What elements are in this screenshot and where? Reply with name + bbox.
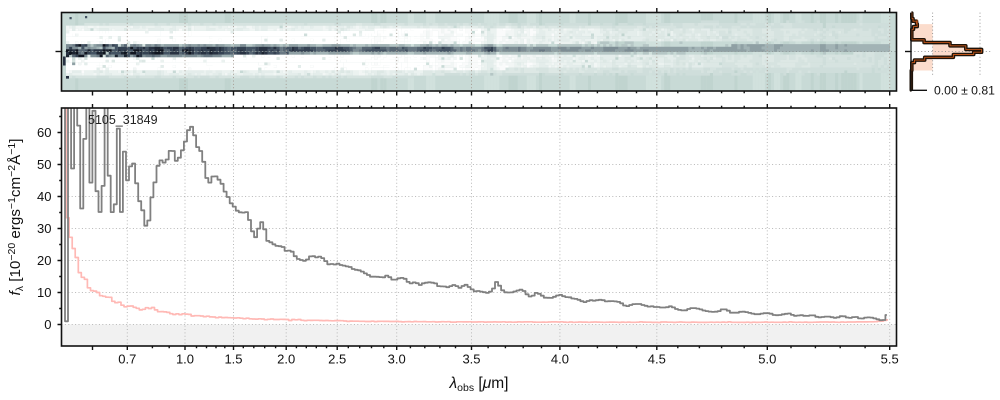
svg-text:5.5: 5.5 — [881, 352, 899, 367]
svg-text:1.0: 1.0 — [176, 352, 194, 367]
svg-text:30: 30 — [37, 221, 51, 236]
svg-text:0.00 ± 0.81: 0.00 ± 0.81 — [934, 84, 995, 98]
svg-text:40: 40 — [37, 189, 51, 204]
svg-text:20: 20 — [37, 253, 51, 268]
svg-text:2.5: 2.5 — [328, 352, 346, 367]
svg-text:3.0: 3.0 — [388, 352, 406, 367]
svg-text:4.0: 4.0 — [551, 352, 569, 367]
svg-text:2.0: 2.0 — [277, 352, 295, 367]
svg-text:0: 0 — [44, 317, 51, 332]
svg-text:fλ [10−20 ergs−1cm−2Å−1]: fλ [10−20 ergs−1cm−2Å−1] — [6, 139, 26, 296]
svg-text:5.0: 5.0 — [758, 352, 776, 367]
svg-text:5105_31849: 5105_31849 — [88, 113, 158, 127]
svg-text:4.5: 4.5 — [648, 352, 666, 367]
svg-text:10: 10 — [37, 285, 51, 300]
svg-text:3.5: 3.5 — [462, 352, 480, 367]
svg-text:60: 60 — [37, 125, 51, 140]
svg-text:50: 50 — [37, 157, 51, 172]
svg-text:1.5: 1.5 — [224, 352, 242, 367]
svg-text:λobs [μm]: λobs [μm] — [449, 375, 509, 394]
svg-text:0.7: 0.7 — [118, 352, 136, 367]
